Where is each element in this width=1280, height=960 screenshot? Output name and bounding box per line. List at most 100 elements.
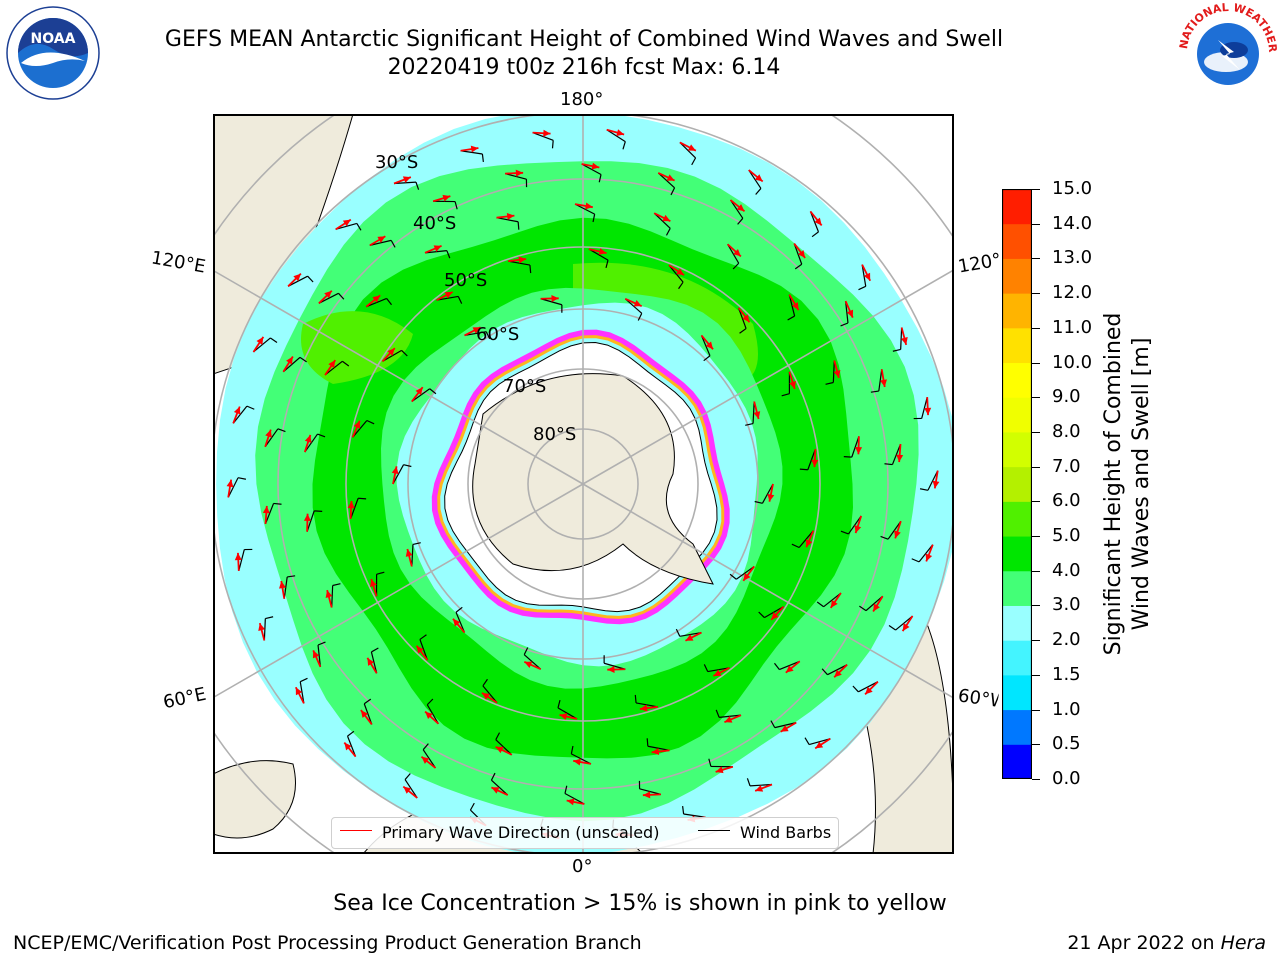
wind-barb <box>455 612 466 633</box>
wind-barb <box>624 298 643 314</box>
colorbar-swatch <box>1002 189 1032 225</box>
wind-barb-flag <box>485 331 491 340</box>
wave-direction-arrowhead <box>444 291 453 299</box>
wave-direction-arrowhead <box>416 645 424 654</box>
nws-logo: NATIONAL WEATHER SERVICE <box>1174 0 1279 102</box>
wind-barb-flag <box>804 737 810 745</box>
wave-direction-arrowhead <box>591 162 600 170</box>
wind-barb-flag <box>708 758 712 767</box>
lat-label-40s: 40°S <box>413 213 457 234</box>
wind-barb <box>422 749 436 769</box>
colorbar-tick-label: 4.0 <box>1032 560 1081 581</box>
colorbar-swatch <box>1002 501 1032 537</box>
map-frame <box>213 114 954 854</box>
colorbar-swatch <box>1002 327 1032 364</box>
wind-barb <box>887 520 902 540</box>
madagascar-land <box>212 760 296 839</box>
wind-barb-flag <box>376 571 385 575</box>
wind-barb-flag <box>523 647 529 655</box>
wind-barb <box>851 436 860 458</box>
wind-barb-flag <box>880 535 889 540</box>
lat-label-80s: 80°S <box>533 424 577 445</box>
wind-barb-flag <box>682 805 685 815</box>
colorbar-tick-label: 2.0 <box>1032 629 1081 650</box>
wave-direction-arrowhead <box>234 552 242 561</box>
wind-barb-flag <box>622 141 626 150</box>
wind-barb-flag <box>675 628 681 637</box>
wave-direction-arrowhead <box>854 525 862 534</box>
wind-barb <box>749 783 773 787</box>
wind-barb-flag <box>457 296 463 304</box>
wind-barb <box>719 714 742 718</box>
polar-map <box>62 0 1104 960</box>
wind-barb <box>352 420 368 438</box>
wave-direction-arrowhead <box>873 603 880 612</box>
wave-direction-arrowhead <box>524 661 533 668</box>
wind-barb-flag <box>265 616 274 620</box>
wave-direction-arrowhead <box>403 786 412 794</box>
wave-direction-arrowhead <box>265 429 272 438</box>
wind-barb <box>895 615 913 631</box>
wave-direction-arrowhead <box>598 248 607 255</box>
wind-barb <box>287 275 308 287</box>
wind-barb-flag <box>821 668 828 676</box>
wave-direction-arrowhead <box>814 217 822 226</box>
svg-text:NOAA: NOAA <box>31 31 76 47</box>
wave-direction-arrowhead <box>607 666 615 673</box>
wind-barb <box>752 401 755 424</box>
colorbar-tick-label: 6.0 <box>1032 490 1081 511</box>
chart-title: GEFS MEAN Antarctic Significant Height o… <box>164 27 1004 52</box>
footer-date-text: 21 Apr 2022 on <box>1067 932 1221 954</box>
wave-direction-arrowhead <box>303 513 311 522</box>
wind-barb <box>350 498 359 520</box>
lat-label-50s: 50°S <box>444 270 488 291</box>
wind-barb-flag <box>529 265 532 274</box>
wind-barb <box>304 433 319 453</box>
wind-barb-flag <box>299 677 308 683</box>
wind-barb <box>927 470 939 491</box>
wave-direction-arrowhead <box>481 692 490 700</box>
wind-barb <box>495 739 513 756</box>
wind-barb-flag <box>754 500 763 504</box>
wind-barb <box>793 243 803 265</box>
wind-barb-flag <box>358 497 367 500</box>
wind-barb-flag <box>858 285 867 291</box>
wind-barb-flag <box>422 743 429 751</box>
wave-direction-arrowhead <box>233 406 241 415</box>
wind-barb <box>369 239 392 246</box>
colorbar-tick-label: 0.0 <box>1032 768 1081 789</box>
wave-direction-arrowhead <box>865 686 873 695</box>
wind-barb-flag <box>366 419 375 425</box>
wave-direction-arrowhead <box>295 687 303 696</box>
colorbar-swatch <box>1002 293 1032 329</box>
wind-barb <box>764 606 784 619</box>
wind-barb <box>606 129 626 143</box>
wind-barb-flag <box>665 228 671 236</box>
colorbar-swatch <box>1002 570 1032 606</box>
wave-direction-arrowhead <box>353 420 361 429</box>
wind-barb <box>647 745 670 751</box>
wind-barb <box>574 203 595 215</box>
wind-barb <box>404 779 418 799</box>
wind-barb <box>426 704 439 725</box>
wind-barb-flag <box>551 140 554 149</box>
wind-barb-flag <box>840 530 849 535</box>
wind-barb-flag <box>455 606 463 613</box>
wind-barb-flag <box>401 349 408 357</box>
wave-band-5-6m-west <box>301 311 413 384</box>
wave-direction-arrowhead <box>391 466 399 475</box>
wind-barb-flag <box>454 201 458 210</box>
wind-barb-flag <box>347 730 355 737</box>
wind-barb-flag <box>482 678 488 687</box>
wind-barb <box>679 631 702 637</box>
wave-direction-arrowhead <box>279 580 286 589</box>
wave-direction-arrowhead <box>687 144 696 151</box>
wind-barb-flag <box>592 213 596 223</box>
wind-barb <box>700 335 711 356</box>
wind-barb <box>727 243 740 264</box>
wind-barb <box>900 327 903 350</box>
wave-direction-arrowhead <box>676 268 685 276</box>
wave-direction-arrowhead <box>293 273 301 282</box>
wind-barb-flag <box>746 778 751 787</box>
wind-barb <box>683 813 706 818</box>
